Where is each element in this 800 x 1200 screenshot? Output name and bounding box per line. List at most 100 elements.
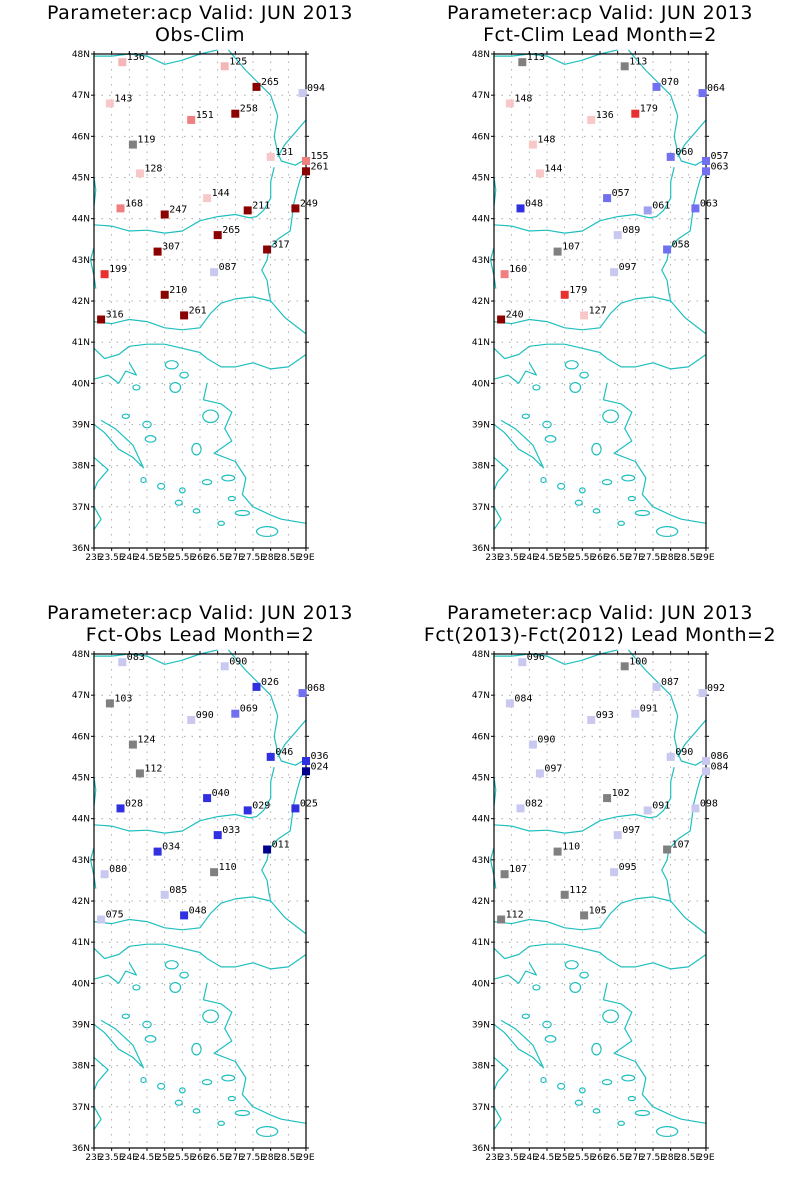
station: 098: [691, 798, 718, 813]
station: 060: [666, 147, 693, 161]
island-outline: [634, 509, 651, 517]
station-marker: [243, 206, 252, 215]
station: 090: [528, 735, 555, 749]
island-outline: [617, 1120, 626, 1127]
lon-tick-label: 28E: [662, 553, 679, 563]
lat-tick-label: 42N: [472, 297, 490, 307]
station: 070: [652, 77, 679, 91]
grid-lines: [93, 653, 307, 1149]
lat-tick-label: 37N: [472, 503, 490, 513]
station-value-label: 048: [189, 905, 207, 916]
island-outline: [164, 960, 179, 970]
island-outline: [540, 1076, 547, 1084]
station: 011: [263, 840, 290, 854]
station: 092: [698, 683, 725, 698]
coastline-segment: [677, 719, 707, 758]
coastline-segment: [93, 962, 137, 984]
station: 317: [263, 240, 290, 254]
lat-tick-label: 47N: [72, 691, 90, 701]
lon-tick-label: 25.5E: [569, 1153, 595, 1163]
station-marker: [128, 140, 137, 149]
lat-tick-label: 45N: [72, 774, 90, 784]
panel-subtitle: Fct-Clim Lead Month=2: [483, 24, 717, 46]
island-outline: [578, 487, 586, 494]
station-marker: [516, 204, 525, 213]
island-outline: [217, 520, 226, 527]
station: 096: [518, 652, 545, 667]
lat-tick-label: 44N: [72, 815, 90, 825]
station: 113: [620, 56, 647, 71]
station-value-label: 210: [169, 285, 187, 296]
station-marker: [231, 109, 240, 118]
lon-tick-label: 28.5E: [275, 1153, 301, 1163]
station-value-label: 098: [700, 798, 718, 809]
station: 143: [105, 93, 132, 108]
station: 024: [302, 761, 329, 776]
station-value-label: 090: [229, 656, 247, 667]
island-outline: [544, 1035, 557, 1043]
island-outline: [221, 1074, 236, 1082]
station: 100: [620, 656, 647, 671]
coastline-segment: [93, 419, 145, 469]
station-value-label: 265: [261, 77, 279, 88]
panel-subtitle: Obs-Clim: [154, 24, 246, 46]
station-marker: [553, 847, 562, 856]
station-value-label: 124: [137, 735, 155, 746]
island-outline: [191, 442, 202, 456]
station: 057: [603, 188, 630, 203]
lat-tick-label: 48N: [72, 50, 90, 60]
island-outline: [169, 381, 182, 393]
station: 082: [516, 798, 543, 813]
map-panel-fct-2013-2012: Parameter:acp Valid: JUN 2013 Fct(2013)-…: [400, 600, 800, 1200]
lon-tick-label: 25E: [156, 553, 173, 563]
lon-tick-label: 27E: [227, 1153, 244, 1163]
island-outline: [574, 499, 583, 506]
station-value-label: 091: [640, 704, 658, 715]
island-outline: [557, 482, 566, 490]
station-marker: [535, 769, 544, 778]
station-marker: [652, 82, 661, 91]
station-value-label: 048: [525, 198, 543, 209]
coastline-segment: [93, 296, 271, 331]
station-marker: [153, 847, 162, 856]
station-marker: [528, 740, 537, 749]
station-marker: [180, 911, 189, 920]
lon-tick-label: 28E: [262, 1153, 279, 1163]
station-marker: [691, 204, 700, 213]
station: 094: [298, 83, 325, 98]
lat-tick-label: 38N: [72, 1062, 90, 1072]
station: 080: [100, 864, 127, 879]
island-outline: [544, 435, 557, 443]
station-marker: [203, 794, 212, 803]
station-marker: [528, 140, 537, 149]
coastline-segment: [93, 167, 275, 234]
coastline: [89, 649, 307, 1138]
station: 087: [652, 677, 679, 691]
station-value-label: 249: [300, 198, 318, 209]
station: 028: [116, 798, 143, 813]
lon-tick-label: 23.5E: [99, 1153, 125, 1163]
coastline-segment: [93, 343, 307, 370]
coastline-segment: [493, 1019, 545, 1069]
station-marker: [580, 311, 589, 320]
panel-title: Parameter:acp Valid: JUN 2013: [47, 602, 353, 624]
island-outline: [140, 476, 147, 484]
station-marker: [231, 709, 240, 718]
station-marker: [105, 99, 114, 108]
station-value-label: 094: [307, 83, 325, 94]
island-outline: [579, 971, 589, 979]
coastline-segment: [202, 983, 307, 1124]
coastline-segment: [493, 962, 537, 984]
station-value-label: 057: [612, 188, 630, 199]
station-marker: [116, 204, 125, 213]
station-marker: [610, 868, 619, 877]
station-value-label: 261: [311, 161, 329, 172]
station-value-label: 143: [114, 93, 132, 104]
station: 068: [298, 683, 325, 698]
station-value-label: 033: [222, 825, 240, 836]
island-outline: [617, 520, 626, 527]
station: 112: [560, 885, 587, 899]
station-marker: [580, 911, 589, 920]
grid-lines: [493, 53, 707, 549]
